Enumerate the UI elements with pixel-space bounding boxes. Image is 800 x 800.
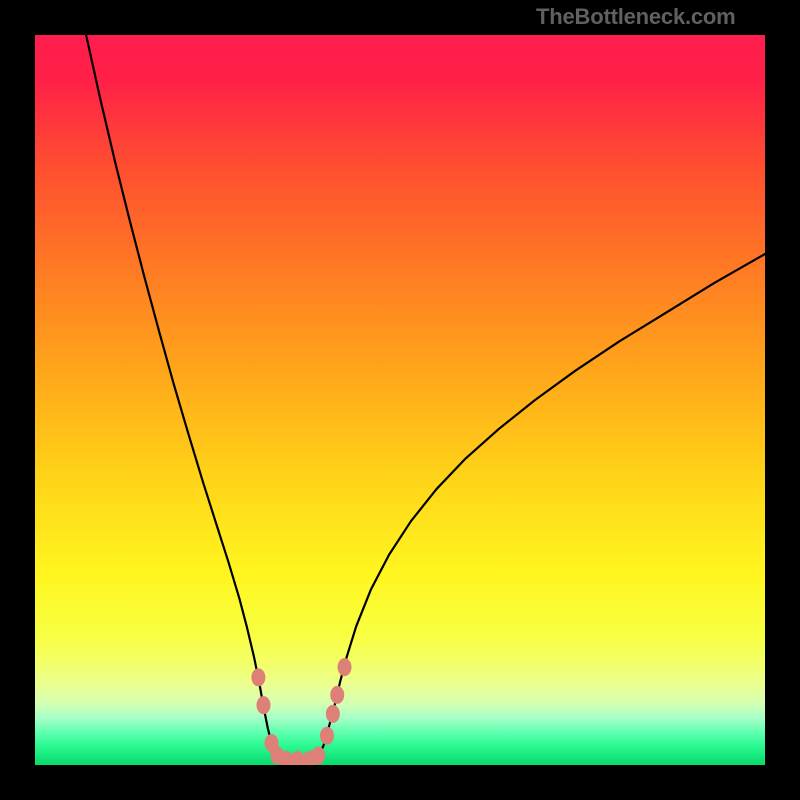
gradient-background bbox=[35, 35, 765, 765]
data-marker bbox=[338, 658, 352, 676]
watermark-label: TheBottleneck.com bbox=[536, 4, 736, 29]
bottleneck-chart: TheBottleneck.com bbox=[0, 0, 800, 800]
data-marker bbox=[326, 705, 340, 723]
data-marker bbox=[320, 727, 334, 745]
data-marker bbox=[330, 686, 344, 704]
data-marker bbox=[256, 696, 270, 714]
data-marker bbox=[251, 668, 265, 686]
data-marker bbox=[311, 747, 325, 765]
plot-area bbox=[35, 35, 765, 769]
